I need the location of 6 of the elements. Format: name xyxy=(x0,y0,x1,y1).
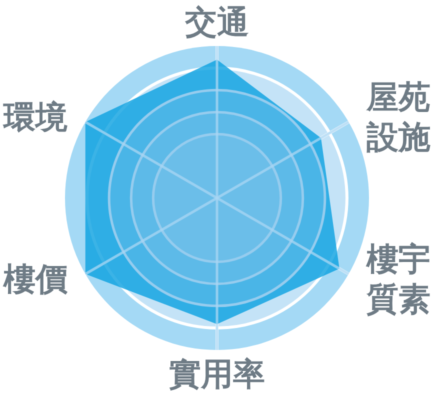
category-label: 實用率 xyxy=(169,356,265,392)
category-label: 樓宇質素 xyxy=(366,241,430,317)
category-label: 交通 xyxy=(185,4,249,40)
category-label: 環境 xyxy=(4,99,68,135)
category-label: 屋苑設施 xyxy=(366,79,430,155)
category-label: 樓價 xyxy=(4,261,68,297)
